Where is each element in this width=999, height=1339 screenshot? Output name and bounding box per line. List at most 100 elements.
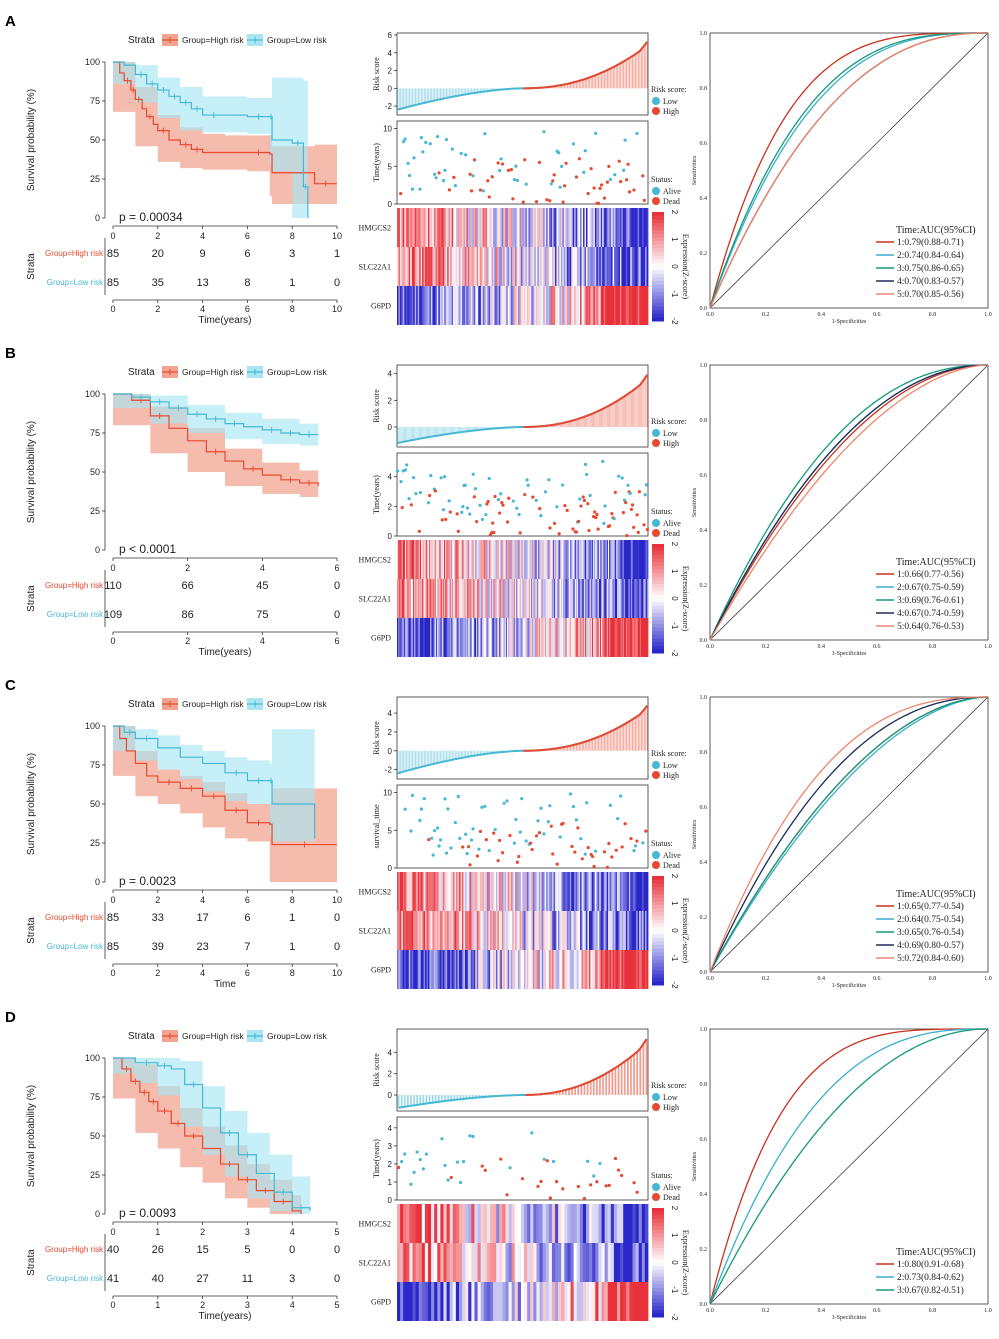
- heatmap-cell: [645, 872, 647, 911]
- heatmap-cell: [633, 286, 636, 325]
- heatmap-cell: [523, 286, 526, 325]
- heatmap-cell: [459, 872, 461, 911]
- heatmap-cell: [397, 950, 399, 989]
- heatmap-cell: [556, 540, 558, 579]
- heatmap-cell: [503, 208, 506, 247]
- heatmap-cell: [639, 208, 642, 247]
- heatmap-cell: [642, 286, 644, 325]
- heatmap-cell: [527, 1204, 531, 1243]
- heatmap-cell: [610, 540, 612, 579]
- heatmap-cell: [622, 618, 625, 657]
- heatmap-cell: [600, 950, 603, 989]
- heatmap-cell: [566, 872, 569, 911]
- heatmap-cell: [427, 579, 430, 618]
- heatmap-cell: [425, 872, 427, 911]
- heatmap-cell: [487, 540, 490, 579]
- heatmap-cell: [572, 540, 574, 579]
- heatmap-cell: [644, 540, 647, 579]
- heatmap-cell: [596, 286, 599, 325]
- heatmap-cell: [587, 872, 590, 911]
- heatmap-cell: [591, 579, 594, 618]
- risk-count-low: 41: [107, 1273, 119, 1285]
- heatmap-cell: [408, 540, 411, 579]
- colorbar-segment: [652, 1255, 664, 1260]
- heatmap-cell: [552, 286, 554, 325]
- heatmap-cell: [579, 540, 581, 579]
- heatmap-cell: [602, 579, 604, 618]
- heatmap-cell: [438, 579, 440, 618]
- colorbar-segment: [652, 1258, 664, 1263]
- heatmap-cell: [429, 540, 431, 579]
- heatmap-cell: [504, 286, 507, 325]
- heatmap-cell: [506, 208, 509, 247]
- legend-high-dot: [652, 771, 660, 779]
- heatmap-cell: [422, 618, 424, 657]
- heatmap-cell: [549, 286, 551, 325]
- heatmap-cell: [398, 618, 400, 657]
- alive-point: [418, 1157, 422, 1162]
- colorbar-segment: [652, 616, 664, 621]
- heatmap-cell: [543, 911, 546, 950]
- dead-point: [557, 532, 561, 536]
- heatmap-cell: [544, 872, 547, 911]
- roc-x-tick-label: 0.0: [706, 976, 714, 982]
- heatmap-cell: [554, 540, 556, 579]
- heatmap-cell: [425, 540, 428, 579]
- colorbar-segment: [652, 222, 664, 228]
- heatmap-cell: [595, 618, 597, 657]
- heatmap-cell: [525, 579, 527, 618]
- heatmap-cell: [398, 208, 401, 247]
- heatmap-cell: [501, 618, 503, 657]
- heatmap-cell: [433, 950, 436, 989]
- roc-x-tick-label: 0.8: [929, 1308, 937, 1314]
- heatmap-cell: [404, 208, 407, 247]
- km-x-tick-label: 2: [155, 231, 160, 241]
- heatmap-cell: [462, 579, 464, 618]
- colorbar-segment: [652, 915, 664, 921]
- colorbar-segment: [652, 295, 664, 300]
- heatmap-cell: [400, 579, 402, 618]
- heatmap-cell: [586, 1243, 590, 1282]
- alive-point: [487, 848, 491, 853]
- heatmap-cell: [541, 286, 544, 325]
- heatmap-cell: [430, 247, 433, 286]
- heatmap-cell: [411, 872, 414, 911]
- heatmap-cell: [438, 286, 441, 325]
- colorbar-segment: [652, 613, 664, 618]
- heatmap-cell: [630, 540, 633, 579]
- heatmap-cell: [633, 872, 636, 911]
- heatmap-cell: [458, 579, 461, 618]
- heatmap-cell: [429, 618, 431, 657]
- heatmap-cell: [498, 872, 501, 911]
- heatmap-cell: [569, 911, 572, 950]
- roc-y-tick-label: 0.4: [700, 528, 708, 534]
- heatmap-cell: [515, 872, 517, 911]
- time-y-tick-label: 1: [388, 1178, 393, 1187]
- heatmap-cell: [584, 579, 587, 618]
- heatmap-cell: [402, 286, 405, 325]
- heatmap-cell: [521, 872, 523, 911]
- heatmap-cell: [446, 1282, 451, 1321]
- heatmap-cell: [553, 208, 556, 247]
- heatmap-cell: [526, 579, 529, 618]
- heatmap-cell: [432, 247, 435, 286]
- heatmap-cell: [557, 208, 560, 247]
- heatmap-cell: [521, 286, 523, 325]
- colorbar-segment: [652, 1229, 664, 1234]
- km-y-tick-label: 0: [95, 877, 100, 887]
- heatmap-cell: [473, 286, 476, 325]
- dead-point: [447, 188, 452, 192]
- heatmap-cell: [646, 950, 649, 989]
- colorbar-segment: [652, 237, 664, 242]
- heatmap-cell: [513, 540, 516, 579]
- dead-point: [561, 200, 565, 204]
- heatmap-cell: [615, 950, 618, 989]
- heatmap-cell: [444, 286, 447, 325]
- heatmap-cell: [418, 579, 421, 618]
- heatmap-cell: [565, 540, 568, 579]
- dead-point: [483, 1168, 487, 1172]
- alive-point: [555, 505, 559, 509]
- heatmap-cell: [432, 579, 435, 618]
